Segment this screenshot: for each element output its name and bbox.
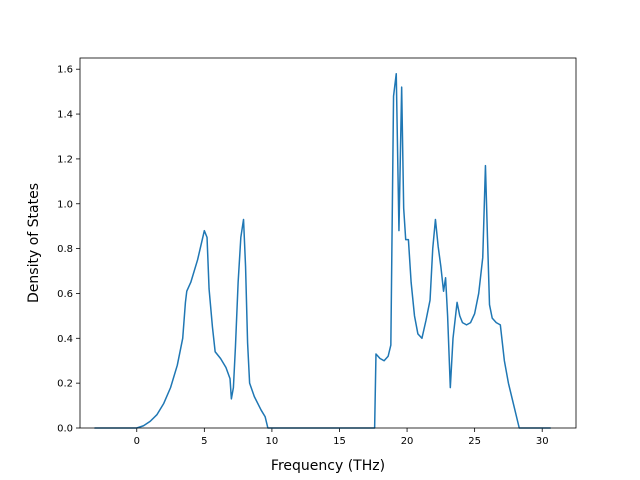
x-tick-label: 25: [468, 436, 481, 447]
x-tick-label: 20: [401, 436, 414, 447]
axis-ticks: 0 5 10 15 20 25 30 0.0 0.2 0.4 0.6 0.8 1.0 1.2 1.4 1.6: [57, 65, 548, 447]
x-tick-label: 30: [536, 436, 549, 447]
y-tick-label: 1.6: [57, 65, 73, 76]
x-axis-label: Frequency (THz): [271, 458, 385, 474]
series-layer: [94, 72, 552, 429]
plot-frame: [79, 57, 577, 429]
y-tick-label: 0.2: [57, 379, 73, 390]
y-tick-label: 0.4: [57, 334, 73, 345]
x-tick-label: 15: [333, 436, 346, 447]
y-tick-label: 1.0: [57, 199, 73, 210]
x-tick-label: 10: [266, 436, 279, 447]
x-tick-label: 5: [201, 436, 207, 447]
x-tick-label: 0: [134, 436, 140, 447]
y-tick-label: 0.6: [57, 289, 73, 300]
y-tick-label: 0.0: [57, 424, 73, 435]
y-axis-label: Density of States: [26, 183, 42, 303]
dos-series-line: [94, 72, 552, 429]
y-tick-label: 0.8: [57, 244, 73, 255]
y-tick-label: 1.4: [57, 110, 73, 121]
y-tick-label: 1.2: [57, 154, 73, 165]
